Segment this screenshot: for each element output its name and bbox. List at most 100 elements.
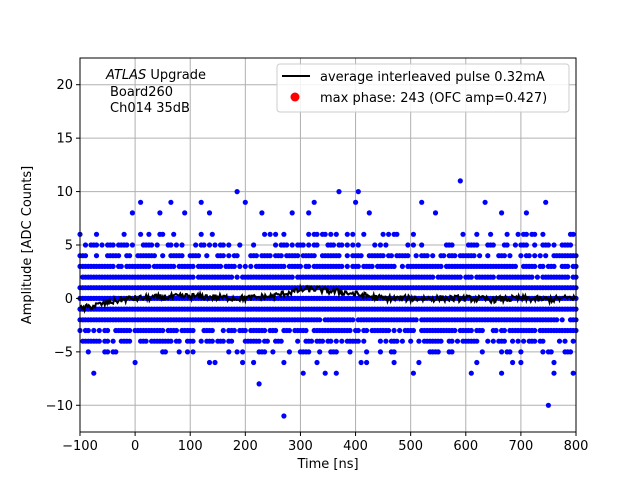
annotation-board: Board260 bbox=[110, 85, 173, 100]
sample-point bbox=[515, 231, 521, 237]
x-axis-label: Time [ns] bbox=[296, 457, 358, 472]
sample-point bbox=[110, 242, 116, 248]
sample-point bbox=[523, 231, 530, 237]
sample-point bbox=[234, 349, 240, 355]
sample-point bbox=[501, 338, 507, 344]
sample-point bbox=[297, 263, 303, 269]
sample-point bbox=[295, 338, 301, 344]
sample-point bbox=[350, 231, 356, 237]
sample-point bbox=[289, 242, 295, 248]
sample-point bbox=[355, 242, 361, 248]
sample-point bbox=[217, 263, 224, 269]
sample-point bbox=[198, 231, 204, 237]
sample-point bbox=[488, 231, 494, 237]
y-tick-label: 20 bbox=[56, 78, 73, 93]
sample-point bbox=[273, 242, 279, 248]
sample-point bbox=[270, 349, 276, 355]
sample-point bbox=[160, 253, 166, 259]
sample-point bbox=[441, 253, 447, 259]
sample-point bbox=[532, 231, 538, 237]
sample-point bbox=[518, 349, 524, 355]
sample-point bbox=[333, 370, 339, 376]
sample-point bbox=[234, 253, 240, 259]
sample-point bbox=[171, 231, 177, 237]
sample-point bbox=[485, 338, 491, 344]
sample-point bbox=[350, 242, 356, 248]
sample-point bbox=[220, 242, 226, 248]
sample-point bbox=[234, 189, 240, 195]
sample-point bbox=[129, 210, 135, 216]
sample-point bbox=[306, 231, 312, 237]
sample-point bbox=[220, 327, 226, 334]
sample-point bbox=[300, 242, 306, 248]
sample-point bbox=[521, 338, 527, 344]
legend: average interleaved pulse 0.32mA max pha… bbox=[276, 63, 570, 113]
annotation-block: ATLAS Upgrade Board260 Ch014 35dB bbox=[105, 68, 206, 116]
sample-point bbox=[570, 370, 576, 376]
sample-point bbox=[179, 253, 185, 259]
sample-point bbox=[300, 370, 306, 376]
annotation-experiment: ATLAS Upgrade bbox=[105, 68, 206, 83]
sample-point bbox=[206, 242, 213, 248]
x-tick-label: 100 bbox=[178, 439, 203, 454]
sample-point bbox=[91, 370, 97, 376]
sample-point bbox=[361, 231, 367, 237]
sample-point bbox=[567, 349, 574, 355]
sample-point bbox=[468, 370, 474, 376]
sample-point bbox=[504, 242, 510, 248]
sample-point bbox=[474, 242, 480, 248]
sample-point bbox=[209, 338, 215, 344]
sample-point bbox=[226, 253, 232, 259]
sample-point bbox=[419, 199, 425, 205]
sample-point bbox=[248, 263, 254, 269]
sample-point bbox=[567, 242, 574, 248]
sample-point bbox=[82, 253, 89, 259]
sample-point bbox=[570, 231, 576, 237]
sample-point bbox=[195, 253, 202, 259]
sample-point bbox=[289, 210, 295, 216]
sample-point bbox=[377, 242, 383, 248]
sample-point bbox=[231, 327, 237, 334]
sample-point bbox=[278, 253, 284, 259]
sample-point bbox=[204, 253, 210, 259]
sample-point bbox=[361, 338, 367, 344]
sample-point bbox=[311, 199, 317, 205]
x-tick-label: −100 bbox=[62, 439, 98, 454]
sample-point bbox=[350, 317, 356, 323]
sample-point bbox=[355, 338, 361, 344]
sample-point bbox=[132, 359, 138, 366]
sample-point bbox=[206, 210, 213, 216]
sample-point bbox=[449, 242, 455, 248]
sample-point bbox=[490, 338, 496, 344]
sample-point bbox=[452, 253, 458, 259]
sample-point bbox=[474, 231, 480, 237]
sample-point bbox=[355, 263, 361, 269]
sample-point bbox=[372, 242, 378, 248]
sample-point bbox=[256, 381, 262, 387]
sample-point bbox=[322, 370, 328, 376]
sample-point bbox=[201, 242, 207, 248]
sample-point bbox=[358, 359, 364, 366]
sample-point bbox=[162, 349, 168, 355]
sample-point bbox=[397, 327, 403, 334]
sample-point bbox=[333, 349, 339, 355]
sample-point bbox=[127, 327, 133, 334]
sample-point bbox=[303, 327, 309, 334]
sample-point bbox=[457, 178, 463, 184]
sample-point bbox=[366, 210, 372, 216]
sample-point bbox=[479, 327, 485, 334]
sample-point bbox=[543, 199, 549, 205]
sample-point bbox=[383, 242, 389, 248]
sample-point bbox=[113, 349, 119, 355]
sample-point bbox=[184, 349, 191, 355]
sample-point bbox=[388, 253, 394, 259]
sample-point bbox=[322, 231, 328, 237]
legend-dot-swatch bbox=[290, 92, 300, 102]
x-tick-label: 300 bbox=[288, 439, 313, 454]
sample-point bbox=[253, 253, 259, 259]
sample-point bbox=[267, 231, 273, 237]
sample-point bbox=[82, 242, 89, 248]
sample-point bbox=[143, 338, 149, 344]
sample-point bbox=[306, 210, 312, 216]
